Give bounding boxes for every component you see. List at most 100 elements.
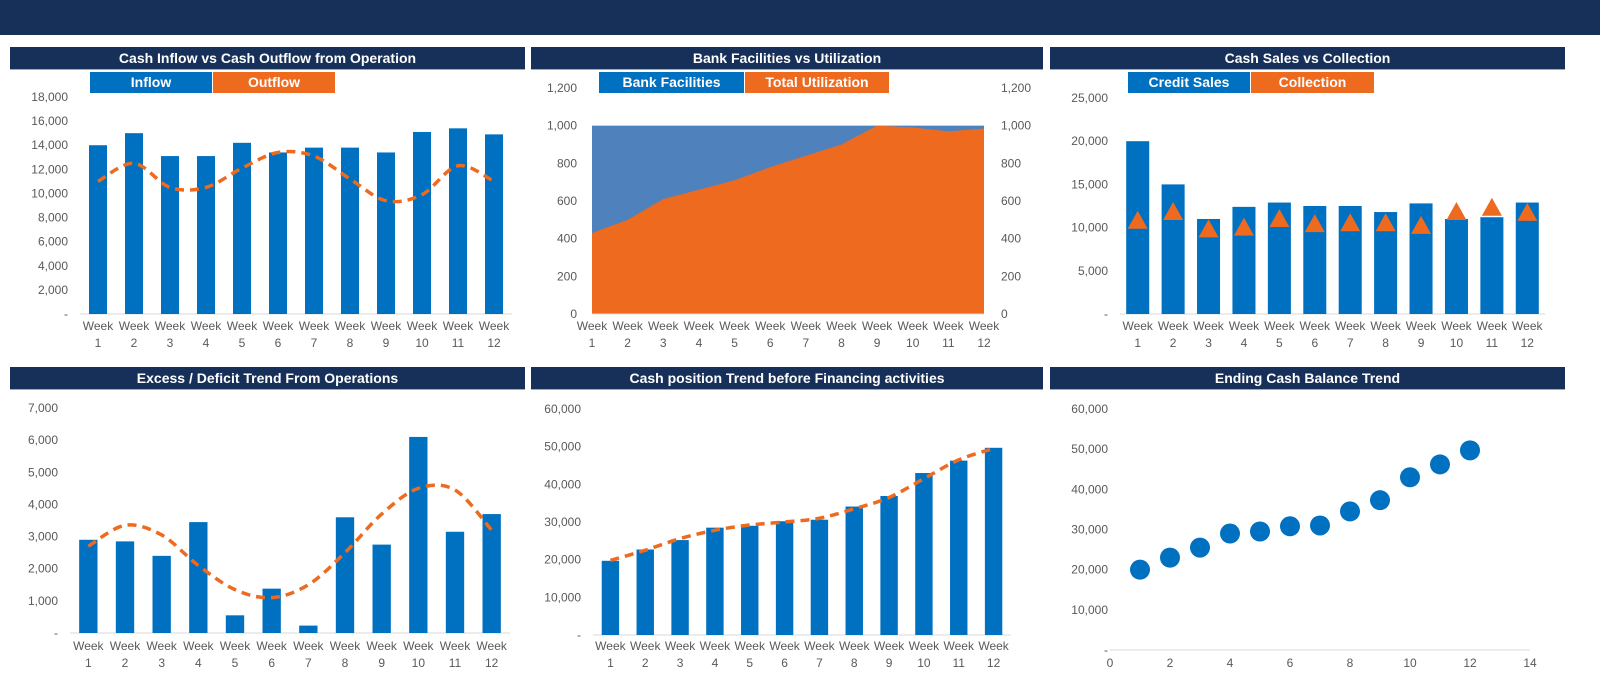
scatter-point — [1430, 454, 1450, 475]
x-tick-label-number: 3 — [167, 336, 174, 350]
x-tick-label: Week — [755, 319, 786, 333]
collection-marker — [1481, 197, 1502, 216]
y2-tick-label: 200 — [1001, 269, 1021, 283]
x-tick-label-number: 4 — [195, 656, 202, 670]
y-tick-label: 40,000 — [544, 477, 581, 491]
y-tick-label: 15,000 — [1071, 177, 1108, 191]
x-tick-label: Week — [155, 319, 186, 333]
x-tick-label: Week — [862, 319, 893, 333]
y-tick-label: 10,000 — [544, 590, 581, 604]
x-tick-label: Week — [826, 319, 857, 333]
x-tick-label: Week — [476, 639, 507, 653]
x-tick-label-number: 4 — [696, 336, 703, 350]
y-tick-label: 400 — [557, 232, 577, 246]
chart-plot: - 5,000 10,000 15,000 20,000 25,000 Week 1 Week 2… — [1071, 91, 1545, 350]
x-tick-label-number: 10 — [906, 336, 920, 350]
x-tick-label: Week — [944, 639, 975, 653]
x-tick-label: Week — [791, 319, 822, 333]
bar — [197, 156, 215, 314]
bar — [880, 496, 898, 635]
bar — [372, 544, 391, 633]
scatter-point — [1220, 523, 1240, 544]
chart-plot: - 1,000 2,000 3,000 4,000 5,000 6,000 7,000 Week… — [28, 401, 510, 670]
chart-title: Bank Facilities vs Utilization — [531, 47, 1043, 70]
chart-cash-position: Cash position Trend before Financing act… — [531, 367, 1043, 677]
bar — [161, 156, 179, 314]
chart-title: Cash position Trend before Financing act… — [531, 367, 1043, 390]
x-tick-label: Week — [595, 639, 626, 653]
x-tick-label: 8 — [1347, 656, 1354, 670]
bar — [125, 133, 143, 314]
bar — [445, 531, 465, 633]
x-tick-label: Week — [1300, 319, 1331, 333]
chart-cash-inflow-outflow: Cash Inflow vs Cash Outflow from Operati… — [10, 47, 525, 357]
y-tick-label: 14,000 — [31, 138, 68, 152]
bar — [1480, 217, 1504, 314]
y-tick-label: 30,000 — [544, 515, 581, 529]
y-tick-label: 6,000 — [28, 433, 58, 447]
x-tick-label: Week — [1406, 319, 1437, 333]
y-tick-label: 4,000 — [38, 259, 68, 273]
collection-marker — [1233, 217, 1254, 236]
scatter-point — [1130, 559, 1150, 580]
y2-tick-label: 800 — [1001, 156, 1021, 170]
x-tick-label-number: 12 — [1521, 336, 1535, 350]
collection-marker — [1127, 210, 1148, 229]
bar — [601, 560, 620, 635]
x-tick-label-number: 1 — [607, 656, 614, 670]
x-tick-label: Week — [1122, 319, 1153, 333]
y-tick-label: - — [577, 628, 581, 642]
x-tick-label-number: 10 — [1450, 336, 1464, 350]
bar — [377, 152, 395, 314]
bar — [262, 588, 281, 633]
y-tick-label: 16,000 — [31, 114, 68, 128]
bar — [706, 527, 724, 635]
x-tick-label: Week — [256, 639, 287, 653]
bar — [1515, 202, 1539, 314]
bar — [449, 128, 467, 314]
x-tick-label-number: 10 — [917, 656, 931, 670]
chart-title: Excess / Deficit Trend From Operations — [10, 367, 525, 390]
scatter-point — [1190, 537, 1210, 558]
y-tick-label: - — [1104, 643, 1108, 657]
chart-plot: - 10,000 20,000 30,000 40,000 50,000 60,000 0 2 4… — [1071, 402, 1537, 670]
x-tick-label: Week — [735, 639, 766, 653]
x-tick-label-number: 8 — [1382, 336, 1389, 350]
scatter-point — [1310, 515, 1330, 536]
y-tick-label: 20,000 — [544, 553, 581, 567]
bar — [1303, 206, 1327, 314]
x-tick-label: Week — [440, 639, 471, 653]
trend-line — [97, 149, 495, 204]
x-tick-label: Week — [897, 319, 928, 333]
x-tick-label-number: 11 — [449, 656, 462, 670]
scatter-point — [1160, 547, 1180, 568]
x-tick-label-number: 7 — [305, 656, 312, 670]
y-tick-label: 6,000 — [38, 235, 68, 249]
chart-title: Cash Inflow vs Cash Outflow from Operati… — [10, 47, 525, 70]
scatter-point — [1400, 467, 1420, 488]
x-tick-label: Week — [366, 639, 397, 653]
x-tick-label: Week — [1158, 319, 1189, 333]
x-tick-label: 10 — [1403, 656, 1417, 670]
bar — [269, 152, 287, 314]
chart-ending-cash-balance: Ending Cash Balance Trend - 10,000 20,000 3… — [1050, 367, 1565, 677]
x-tick-label-number: 11 — [1486, 336, 1499, 350]
y-tick-label: 18,000 — [31, 90, 68, 104]
x-tick-label-number: 3 — [660, 336, 667, 350]
chart-title: Cash Sales vs Collection — [1050, 47, 1565, 70]
x-tick-label-number: 9 — [378, 656, 385, 670]
dashboard-banner — [0, 0, 1600, 35]
x-tick-label-number: 6 — [275, 336, 282, 350]
bar — [1197, 218, 1221, 314]
bar — [152, 555, 171, 633]
bar — [915, 473, 933, 635]
x-tick-label-number: 6 — [1311, 336, 1318, 350]
bar — [485, 134, 503, 314]
x-tick-label: Week — [403, 639, 434, 653]
x-tick-label-number: 11 — [953, 656, 966, 670]
x-tick-label-number: 1 — [85, 656, 92, 670]
x-tick-label: Week — [335, 319, 366, 333]
x-tick-label-number: 1 — [589, 336, 596, 350]
x-tick-label: Week — [119, 319, 150, 333]
bar — [482, 514, 501, 633]
